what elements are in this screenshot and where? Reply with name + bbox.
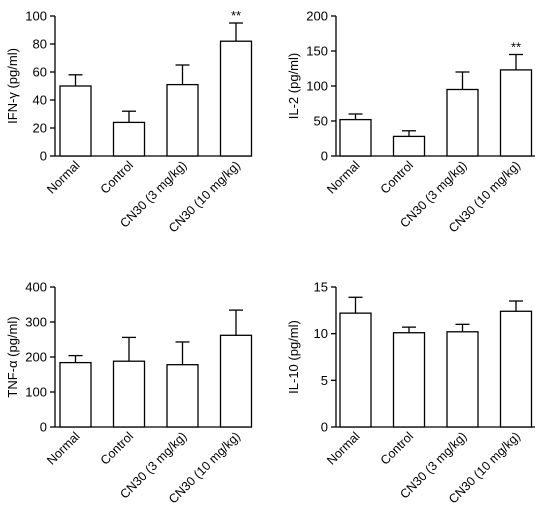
- y-tick-label: 200: [25, 350, 47, 365]
- bar: [59, 85, 92, 157]
- x-category-label: Control: [378, 158, 416, 196]
- bar: [59, 361, 92, 428]
- significance-marker: **: [511, 40, 521, 55]
- y-tick-label: 60: [33, 65, 47, 80]
- y-tick-label: 5: [321, 373, 328, 388]
- x-category-label: Normal: [324, 429, 362, 467]
- bar: [446, 331, 479, 428]
- bar: [339, 312, 372, 428]
- y-tick-label: 80: [33, 37, 47, 52]
- bar: [339, 118, 372, 157]
- bar: [499, 310, 533, 428]
- x-category-label: Normal: [324, 158, 362, 196]
- bar: [392, 135, 426, 157]
- x-category-label: Normal: [44, 429, 82, 467]
- bar: [112, 121, 146, 157]
- y-tick-label: 300: [25, 315, 47, 330]
- y-tick-label: 100: [25, 385, 47, 400]
- x-category-label: Control: [98, 429, 136, 467]
- y-tick-label: 200: [306, 9, 328, 24]
- x-category-label: Control: [378, 429, 416, 467]
- bar: [499, 69, 533, 157]
- y-tick-label: 400: [25, 280, 47, 295]
- y-tick-label: 50: [314, 114, 328, 129]
- bar: [219, 40, 253, 157]
- y-tick-label: 0: [40, 149, 47, 164]
- y-tick-label: 0: [40, 420, 47, 435]
- y-axis-title: IFN-γ (pg/ml): [5, 48, 20, 124]
- x-category-label: Control: [98, 158, 136, 196]
- y-axis-title: TNF-α (pg/ml): [5, 316, 20, 397]
- bar: [112, 360, 146, 428]
- y-tick-label: 0: [321, 149, 328, 164]
- bar: [219, 334, 253, 428]
- y-tick-label: 100: [25, 9, 47, 24]
- y-tick-label: 40: [33, 93, 47, 108]
- bar: [392, 332, 426, 428]
- significance-marker: **: [231, 8, 241, 23]
- y-tick-label: 15: [314, 280, 328, 295]
- y-tick-label: 150: [306, 44, 328, 59]
- y-tick-label: 10: [314, 326, 328, 341]
- y-axis-title: IL-2 (pg/ml): [286, 53, 301, 119]
- y-tick-label: 100: [306, 79, 328, 94]
- bar: [446, 88, 479, 157]
- y-axis-title: IL-10 (pg/ml): [286, 320, 301, 394]
- y-tick-label: 20: [33, 121, 47, 136]
- bar: [166, 83, 199, 157]
- x-category-label: Normal: [44, 158, 82, 196]
- y-tick-label: 0: [321, 420, 328, 435]
- bar: [166, 364, 199, 428]
